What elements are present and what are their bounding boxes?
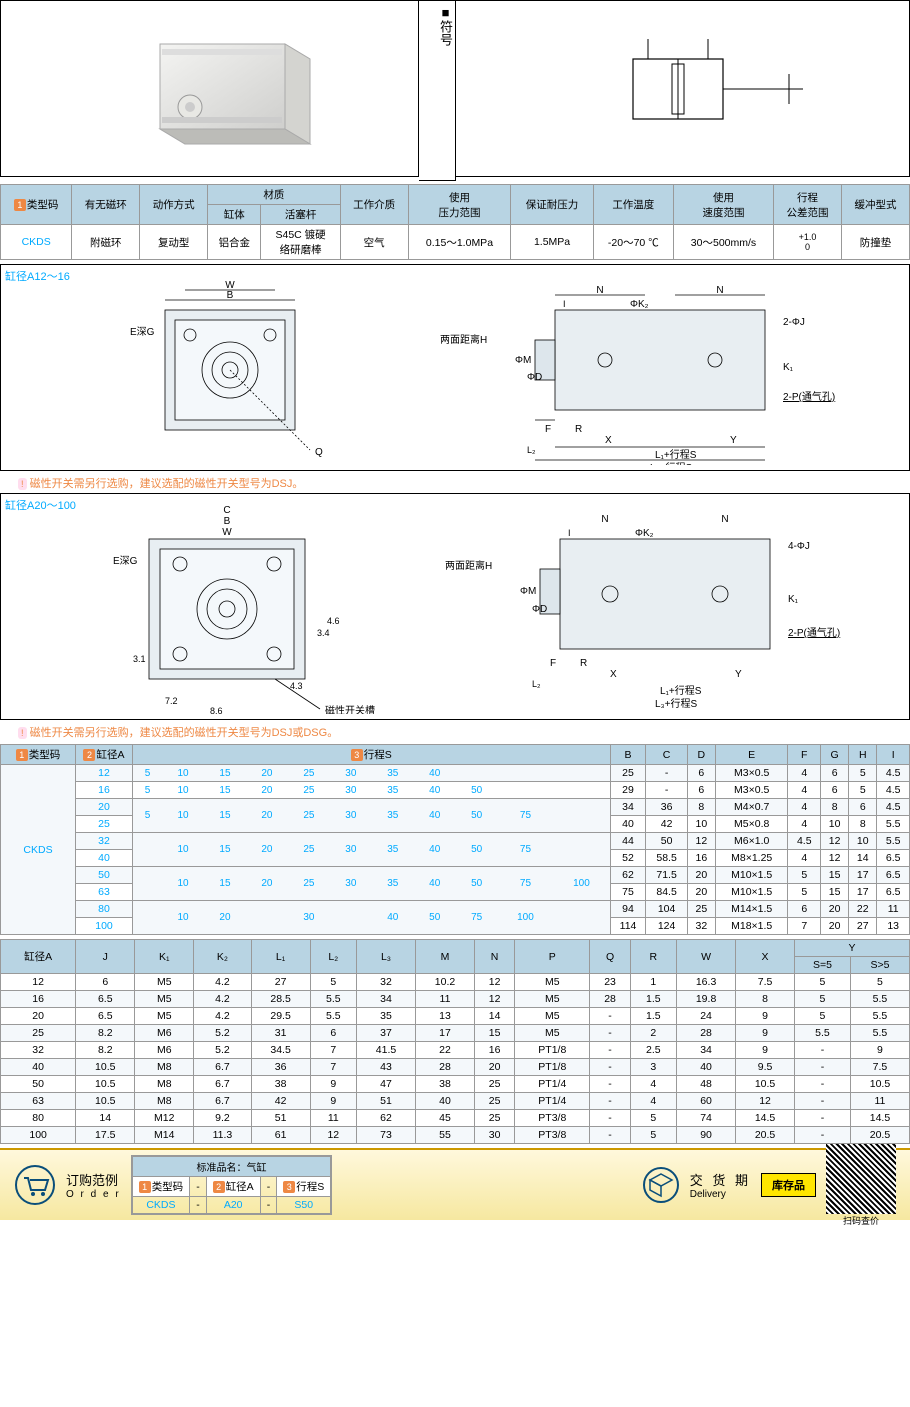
svg-text:B: B [224,516,231,527]
svg-text:4-ΦJ: 4-ΦJ [788,541,810,552]
svg-text:L₃+行程S: L₃+行程S [655,697,697,710]
delivery-icon [642,1166,680,1204]
svg-text:L₂: L₂ [532,679,541,689]
svg-text:X: X [605,435,612,446]
svg-text:R: R [580,658,587,669]
svg-text:磁性开关槽: 磁性开关槽 [325,704,375,714]
svg-text:N: N [596,285,603,296]
svg-text:两面距离H: 两面距离H [445,559,492,572]
svg-text:F: F [545,424,551,435]
svg-text:L₃+行程S: L₃+行程S [650,461,692,465]
svg-text:L₂: L₂ [527,445,536,455]
svg-text:I: I [568,528,571,538]
qr-code [826,1144,896,1214]
diagram-20-100: 缸径A20～100 C B W E深G 3.1 3.44.6 4.3 7.28.… [0,493,910,720]
spec-table: 1类型码 有无磁环 动作方式 材质 工作介质 使用 压力范围 保证耐压力 工作温… [0,184,910,260]
symbol-drawing-box [456,0,910,177]
svg-text:两面距离H: 两面距离H [440,333,487,346]
svg-text:N: N [716,285,723,296]
svg-text:N: N [601,514,608,525]
dim-table-2: 缸径AJK₁K₂L₁L₂L₃MNPQRWXYS=5S>5126M54.22753… [0,939,910,1144]
svg-text:4.6: 4.6 [327,616,340,626]
note-1: 磁性开关需另行选购，建议选配的磁性开关型号为DSJ。 [30,478,304,490]
svg-text:ΦM: ΦM [520,586,536,597]
dim-table-1: 1类型码2缸径A3行程SBCDEFGHICKDS1251015202530354… [0,744,910,935]
svg-text:2-ΦJ: 2-ΦJ [783,317,805,328]
svg-text:W: W [222,527,232,538]
svg-text:C: C [223,505,230,516]
svg-text:ΦK₂: ΦK₂ [635,528,654,539]
svg-text:2-P(通气孔): 2-P(通气孔) [783,390,835,403]
svg-text:Y: Y [730,435,737,446]
svg-text:E深G: E深G [130,326,155,338]
product-photo-box [0,0,419,177]
diagram-12-16: 缸径A12～16 B W E深G Q N N I ΦK₂ 2-ΦJ 两面距离H … [0,264,910,471]
svg-text:ΦD: ΦD [527,372,542,383]
stock-badge: 库存品 [761,1173,816,1197]
svg-text:7.2: 7.2 [165,696,178,706]
svg-text:ΦK₂: ΦK₂ [630,299,649,310]
symbol-label: ■符号 [419,0,456,181]
order-spec-box: 标准品名：气缸 1类型码- 2缸径A- 3行程S CKDS- A20- S50 [131,1155,333,1215]
note-2: 磁性开关需另行选购，建议选配的磁性开关型号为DSJ或DSG。 [30,727,339,739]
footer-bar: 订购范例O r d e r 标准品名：气缸 1类型码- 2缸径A- 3行程S C… [0,1148,910,1220]
svg-text:2-P(通气孔): 2-P(通气孔) [788,626,840,639]
svg-text:Y: Y [735,669,742,680]
svg-text:K₁: K₁ [788,594,799,605]
svg-text:N: N [721,514,728,525]
svg-text:4.3: 4.3 [290,681,303,691]
svg-text:W: W [225,280,235,291]
svg-text:K₁: K₁ [783,362,794,373]
svg-text:ΦD: ΦD [532,604,547,615]
svg-text:8.6: 8.6 [210,706,223,714]
svg-text:F: F [550,658,556,669]
svg-text:X: X [610,669,617,680]
svg-text:ΦM: ΦM [515,355,531,366]
spec-row: CKDS 附磁环复动型 铝合金S45C 镀硬 络研磨棒 空气0.15～1.0MP… [1,225,910,260]
svg-text:B: B [227,290,234,301]
svg-text:3.4: 3.4 [317,628,330,638]
svg-text:E深G: E深G [113,555,138,567]
svg-text:L₁+行程S: L₁+行程S [660,684,702,697]
cart-icon [14,1164,56,1206]
svg-text:3.1: 3.1 [133,654,146,664]
svg-text:Q: Q [315,447,323,458]
svg-text:L₁+行程S: L₁+行程S [655,448,697,461]
svg-text:I: I [563,299,566,309]
svg-text:R: R [575,424,582,435]
